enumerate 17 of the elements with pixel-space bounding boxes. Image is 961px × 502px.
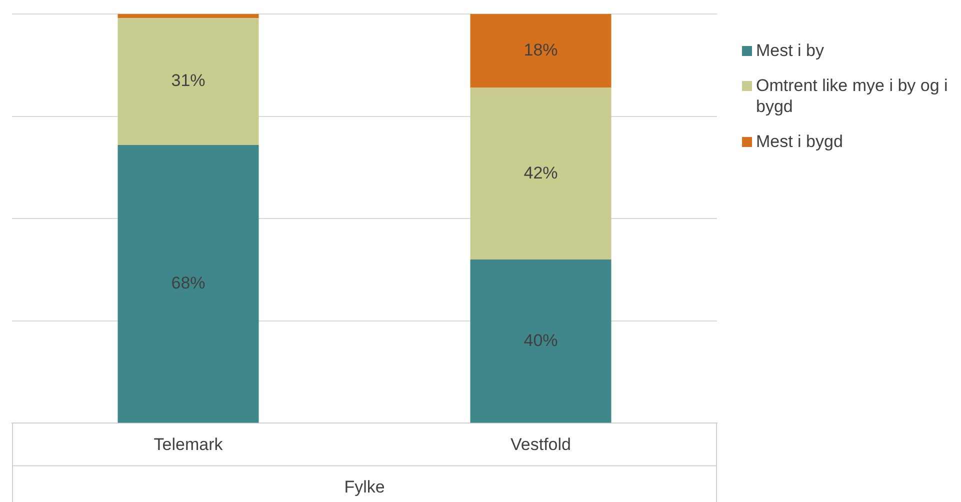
x-tick-label: Telemark xyxy=(154,435,224,454)
legend-label: Omtrent like mye i by og i bygd xyxy=(756,75,949,117)
data-label: 31% xyxy=(171,71,206,90)
x-tick-label: Vestfold xyxy=(510,435,571,454)
data-label: 68% xyxy=(171,274,206,293)
legend-label: Mest i bygd xyxy=(756,131,843,152)
bar xyxy=(118,144,259,423)
data-label: 42% xyxy=(524,163,558,182)
bar xyxy=(118,14,259,18)
bar xyxy=(470,14,612,88)
data-label: 18% xyxy=(524,40,558,60)
x-axis-title: Fylke xyxy=(344,477,385,496)
bar xyxy=(470,260,612,423)
bar xyxy=(470,88,612,260)
bar xyxy=(118,18,259,145)
legend-label: Mest i by xyxy=(756,40,824,61)
data-label: 40% xyxy=(524,330,558,350)
